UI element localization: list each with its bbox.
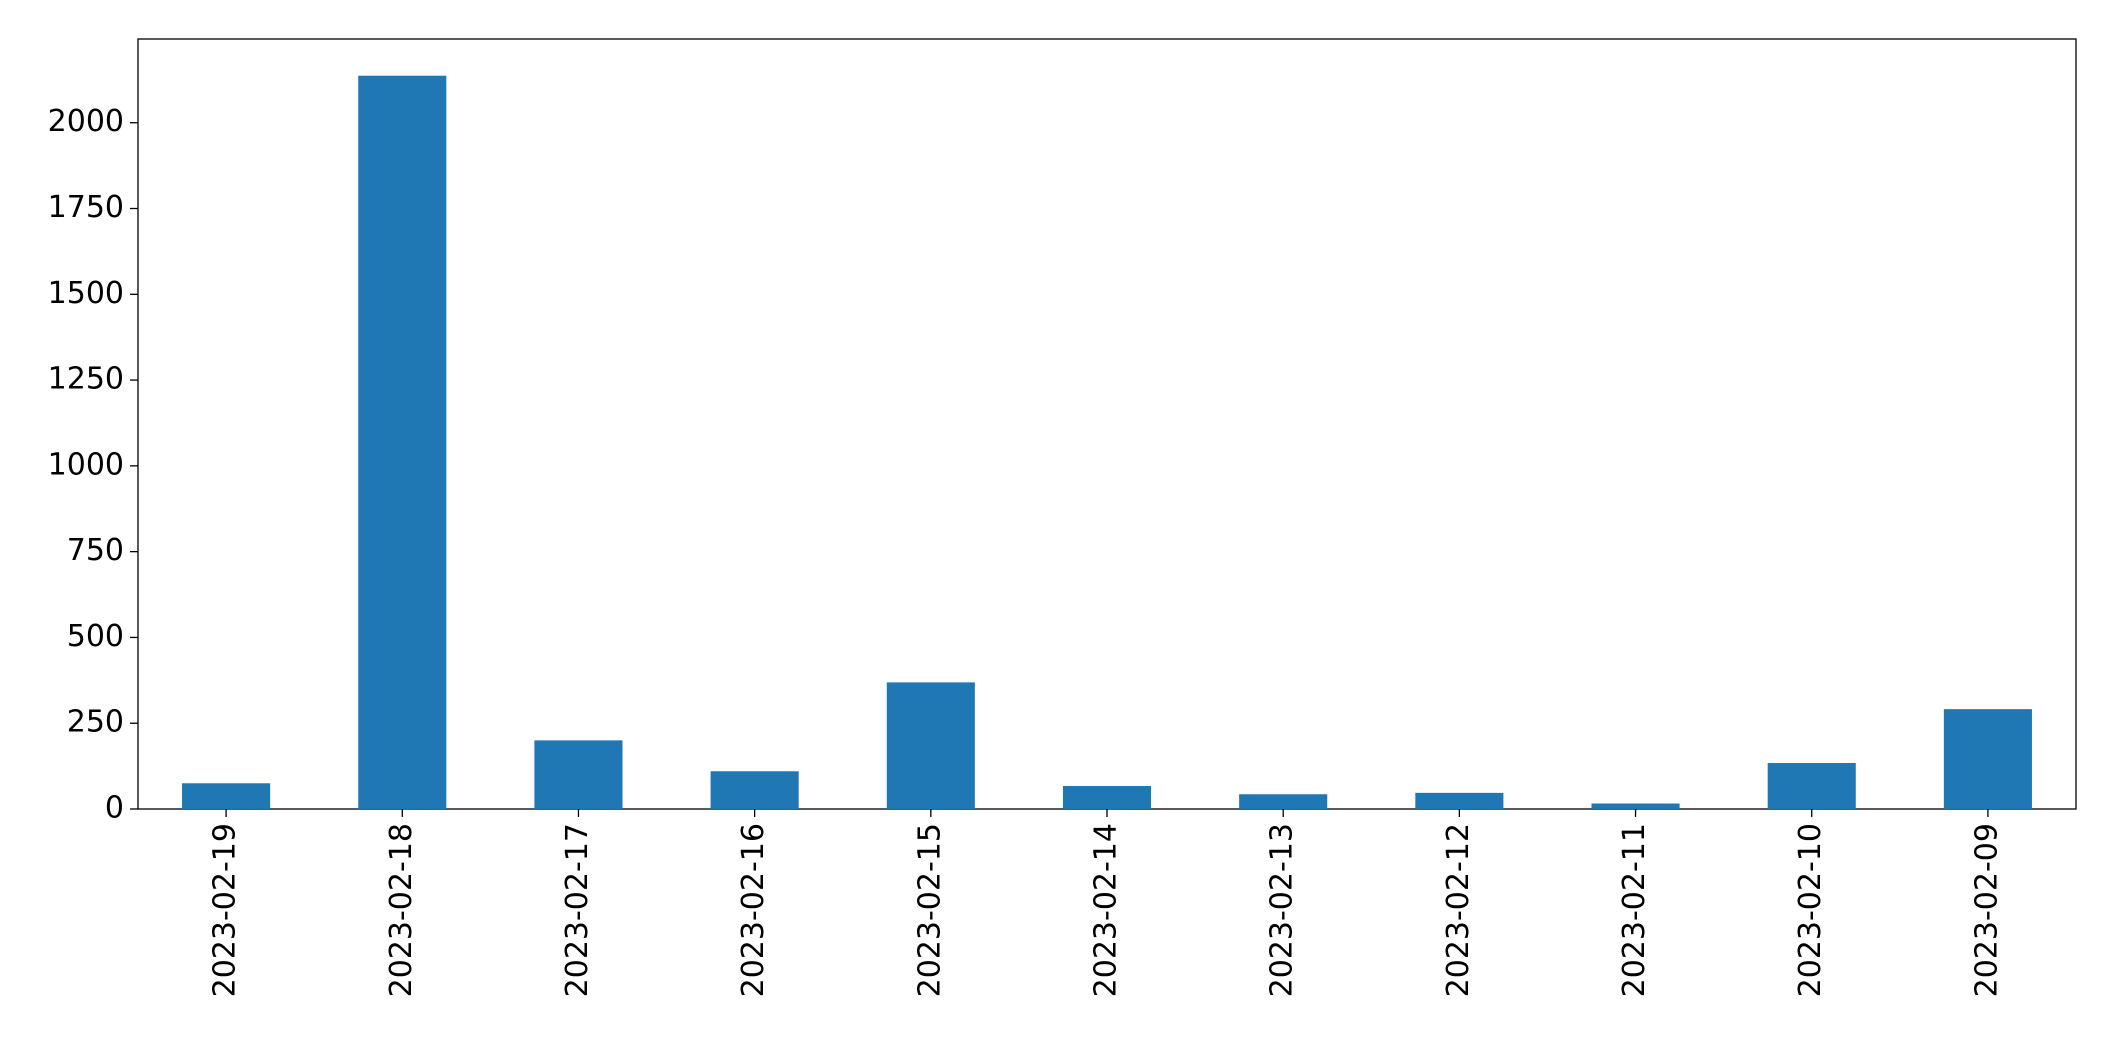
y-tick-label: 2000 (48, 104, 124, 139)
x-tick-label: 2023-02-16 (736, 823, 771, 997)
x-tick-label: 2023-02-09 (1969, 823, 2004, 997)
y-tick-label: 1750 (48, 190, 124, 225)
bar (1062, 786, 1152, 809)
x-tick-label: 2023-02-19 (208, 823, 243, 997)
x-tick-label: 2023-02-17 (560, 823, 595, 997)
x-tick-label: 2023-02-13 (1265, 823, 1300, 997)
y-tick-label: 1500 (48, 276, 124, 311)
x-tick-label: 2023-02-11 (1617, 823, 1652, 997)
bar (1943, 709, 2032, 809)
y-tick-label: 250 (67, 705, 124, 740)
bar (1415, 792, 1504, 809)
y-tick-label: 0 (105, 791, 124, 826)
bar (534, 740, 623, 809)
bar (710, 771, 799, 809)
bar (886, 682, 975, 809)
x-tick-label: 2023-02-10 (1793, 823, 1828, 997)
x-tick-label: 2023-02-12 (1441, 823, 1476, 997)
bar (1767, 763, 1856, 809)
y-tick-label: 1000 (48, 447, 124, 482)
bar (182, 783, 271, 809)
y-tick-label: 750 (67, 533, 124, 568)
x-tick-label: 2023-02-18 (384, 823, 419, 997)
bar (1239, 794, 1328, 809)
bar (358, 75, 447, 809)
bar (1591, 803, 1680, 809)
x-tick-label: 2023-02-15 (912, 823, 947, 997)
y-tick-label: 500 (67, 619, 124, 654)
x-tick-label: 2023-02-14 (1089, 823, 1124, 997)
y-tick-label: 1250 (48, 362, 124, 397)
